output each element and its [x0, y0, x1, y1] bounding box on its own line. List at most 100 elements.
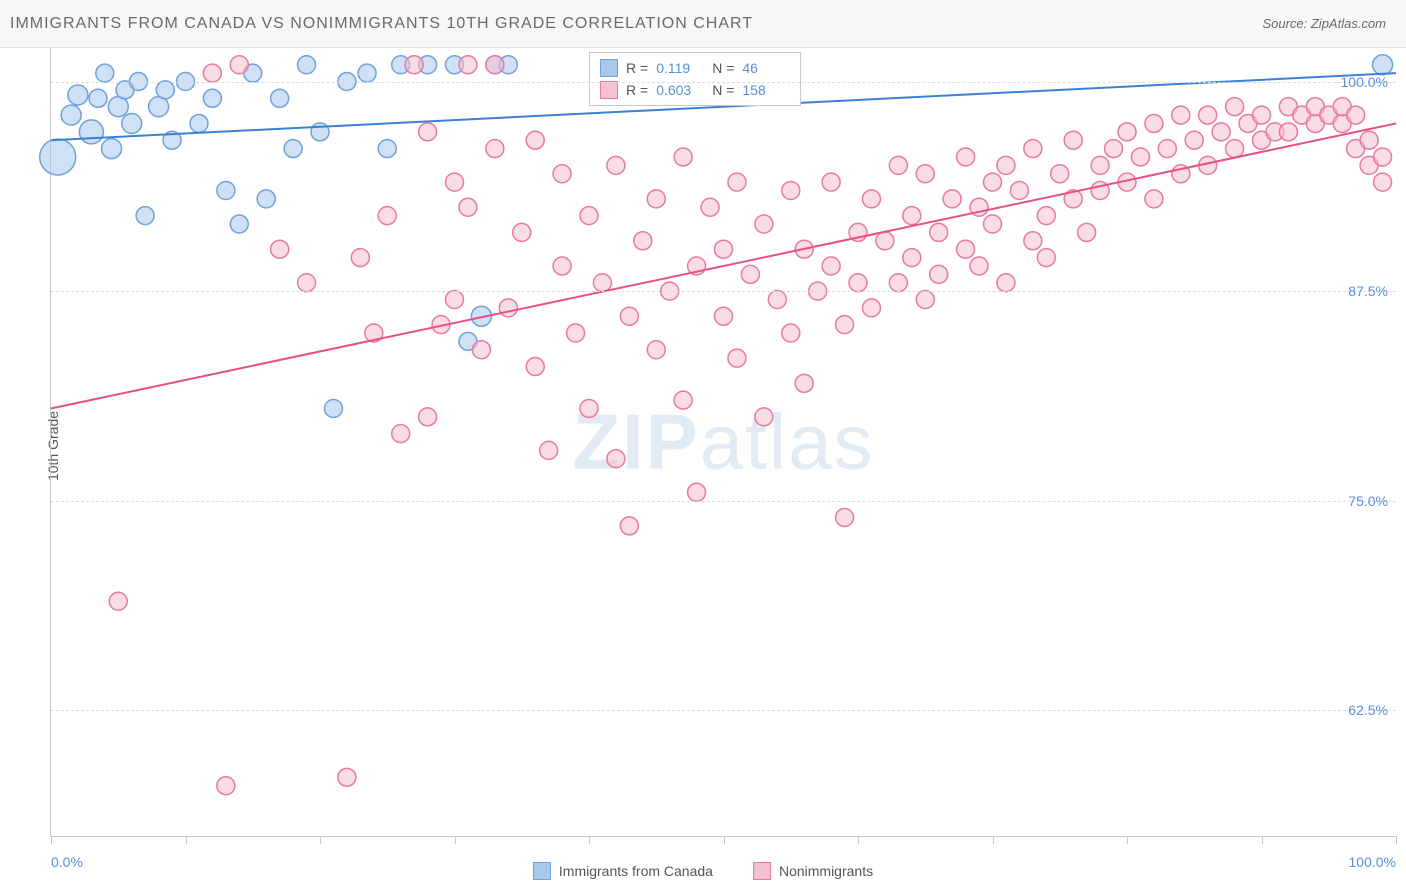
legend-swatch-1	[600, 81, 618, 99]
scatter-point	[997, 156, 1015, 174]
scatter-point	[472, 341, 490, 359]
legend-item-1: Nonimmigrants	[753, 862, 873, 880]
scatter-point	[715, 307, 733, 325]
scatter-point	[795, 374, 813, 392]
scatter-point	[755, 408, 773, 426]
gridline-h	[51, 82, 1396, 83]
scatter-point	[1374, 173, 1392, 191]
scatter-point	[217, 777, 235, 795]
scatter-point	[1212, 123, 1230, 141]
scatter-point	[1199, 106, 1217, 124]
title-bar: IMMIGRANTS FROM CANADA VS NONIMMIGRANTS …	[0, 0, 1406, 48]
scatter-point	[970, 257, 988, 275]
scatter-point	[1024, 232, 1042, 250]
scatter-point	[190, 114, 208, 132]
scatter-point	[405, 56, 423, 74]
x-tick	[1127, 836, 1128, 844]
scatter-point	[419, 123, 437, 141]
correlation-legend: R = 0.119 N = 46 R = 0.603 N = 158	[589, 52, 801, 106]
scatter-point	[108, 97, 128, 117]
scatter-point	[1145, 190, 1163, 208]
scatter-point	[889, 156, 907, 174]
x-tick	[455, 836, 456, 844]
scatter-point	[68, 85, 88, 105]
scatter-point	[715, 240, 733, 258]
x-tick	[1396, 836, 1397, 844]
scatter-point	[984, 215, 1002, 233]
scatter-point	[1185, 131, 1203, 149]
chart-title: IMMIGRANTS FROM CANADA VS NONIMMIGRANTS …	[10, 15, 753, 33]
scatter-point	[149, 97, 169, 117]
scatter-point	[782, 182, 800, 200]
gridline-h	[51, 501, 1396, 502]
scatter-point	[513, 223, 531, 241]
scatter-point	[768, 290, 786, 308]
scatter-point	[553, 165, 571, 183]
plot-area: ZIPatlas R = 0.119 N = 46 R = 0.603 N = …	[50, 48, 1396, 837]
scatter-point	[943, 190, 961, 208]
scatter-point	[567, 324, 585, 342]
scatter-point	[526, 358, 544, 376]
scatter-point	[1347, 106, 1365, 124]
scatter-point	[122, 113, 142, 133]
scatter-point	[1037, 207, 1055, 225]
scatter-point	[1373, 55, 1393, 75]
scatter-point	[271, 240, 289, 258]
scatter-svg	[51, 48, 1396, 836]
scatter-point	[1145, 114, 1163, 132]
legend-swatch-bottom-1	[753, 862, 771, 880]
scatter-point	[102, 139, 122, 159]
legend-n-value-0: 46	[742, 60, 790, 76]
x-tick	[724, 836, 725, 844]
scatter-point	[257, 190, 275, 208]
scatter-point	[580, 399, 598, 417]
legend-r-label: R =	[626, 82, 648, 98]
scatter-point	[688, 483, 706, 501]
legend-r-label: R =	[626, 60, 648, 76]
scatter-point	[109, 592, 127, 610]
y-tick-label: 100.0%	[1341, 74, 1388, 90]
scatter-point	[1051, 165, 1069, 183]
scatter-point	[930, 265, 948, 283]
scatter-point	[203, 89, 221, 107]
scatter-point	[61, 105, 81, 125]
scatter-point	[459, 198, 477, 216]
x-tick	[858, 836, 859, 844]
scatter-point	[1091, 156, 1109, 174]
scatter-point	[1226, 140, 1244, 158]
scatter-point	[459, 56, 477, 74]
scatter-point	[1105, 140, 1123, 158]
y-tick-label: 75.0%	[1348, 493, 1388, 509]
scatter-point	[1279, 123, 1297, 141]
gridline-h	[51, 291, 1396, 292]
series-legend: Immigrants from Canada Nonimmigrants	[0, 862, 1406, 880]
scatter-point	[271, 89, 289, 107]
scatter-point	[836, 508, 854, 526]
scatter-point	[741, 265, 759, 283]
scatter-point	[822, 257, 840, 275]
scatter-point	[822, 173, 840, 191]
scatter-point	[1374, 148, 1392, 166]
scatter-point	[957, 148, 975, 166]
scatter-point	[984, 173, 1002, 191]
scatter-point	[446, 173, 464, 191]
scatter-point	[916, 165, 934, 183]
scatter-point	[378, 140, 396, 158]
scatter-point	[997, 274, 1015, 292]
scatter-point	[593, 274, 611, 292]
scatter-point	[647, 341, 665, 359]
scatter-point	[298, 274, 316, 292]
scatter-point	[298, 56, 316, 74]
scatter-point	[916, 290, 934, 308]
scatter-point	[930, 223, 948, 241]
x-tick	[1262, 836, 1263, 844]
legend-r-value-1: 0.603	[656, 82, 704, 98]
scatter-point	[1010, 182, 1028, 200]
scatter-point	[674, 148, 692, 166]
scatter-point	[89, 89, 107, 107]
scatter-point	[1131, 148, 1149, 166]
scatter-point	[957, 240, 975, 258]
scatter-point	[1226, 98, 1244, 116]
scatter-point	[1253, 106, 1271, 124]
scatter-point	[217, 182, 235, 200]
